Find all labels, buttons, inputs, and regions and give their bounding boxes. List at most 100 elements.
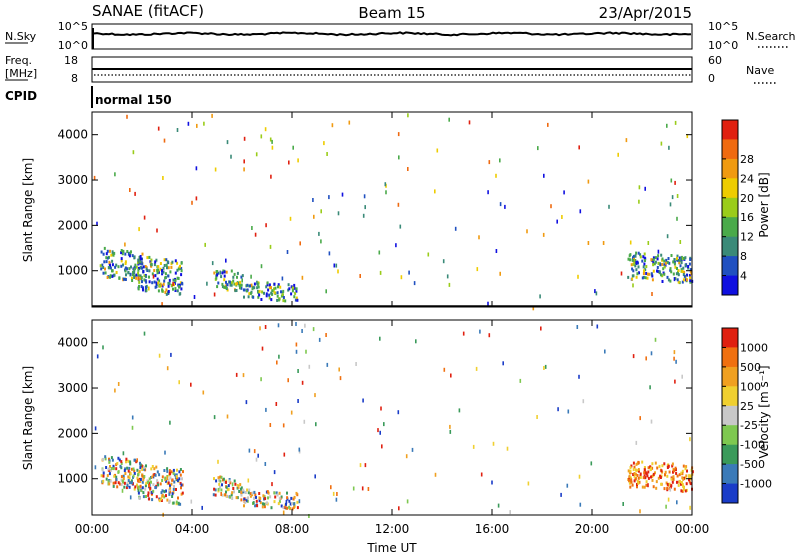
scatter-point: [661, 274, 664, 278]
scatter-point: [661, 257, 664, 261]
scatter-point: [148, 484, 150, 488]
scatter-point: [236, 271, 239, 275]
scatter-point: [268, 296, 271, 300]
scatter-point: [178, 477, 181, 481]
scatter-point: [656, 257, 659, 261]
scatter-point: [241, 274, 244, 278]
scatter-point: [397, 410, 400, 415]
scatter-point: [145, 287, 148, 291]
scatter-point: [142, 491, 145, 495]
scatter-point: [226, 140, 229, 145]
scatter-point: [651, 274, 654, 278]
power-panel: 1000 2000 3000 4000 Slant Range [km] 4 8 12 16…: [21, 111, 771, 311]
x-tick-label: 08:00: [275, 522, 310, 536]
scatter-point: [652, 485, 655, 489]
scatter-point: [654, 471, 656, 475]
scatter-point: [332, 491, 335, 496]
scatter-point: [223, 285, 225, 289]
scatter-point: [280, 504, 283, 508]
scatter-point: [121, 479, 124, 483]
scatter-point: [109, 249, 111, 253]
scatter-point: [137, 478, 139, 482]
scatter-point: [117, 382, 120, 386]
scatter-point: [663, 265, 666, 269]
scatter-point: [627, 257, 630, 261]
scatter-point: [133, 274, 136, 278]
colorbar-segment: [722, 139, 738, 160]
scatter-point: [153, 269, 156, 272]
scatter-point: [156, 481, 159, 485]
nave-tick-high: 60: [708, 54, 722, 67]
scatter-point: [151, 281, 154, 285]
scatter-point: [632, 473, 635, 476]
scatter-point: [124, 472, 127, 475]
scatter-point: [158, 473, 161, 477]
scatter-point: [689, 482, 692, 486]
scatter-point: [652, 256, 655, 260]
scatter-point: [259, 326, 261, 331]
scatter-point: [328, 195, 330, 200]
scatter-point: [643, 256, 646, 260]
scatter-point: [129, 188, 131, 192]
scatter-point: [251, 491, 254, 495]
scatter-point: [127, 459, 130, 463]
scatter-point: [628, 475, 631, 478]
scatter-point: [265, 223, 267, 228]
scatter-point: [634, 264, 637, 268]
scatter-point: [139, 274, 142, 278]
scatter-point: [355, 362, 357, 366]
scatter-point: [150, 476, 152, 479]
scatter-point: [663, 263, 666, 267]
scatter-point: [631, 267, 634, 271]
scatter-point: [684, 278, 687, 282]
scatter-point: [213, 292, 216, 297]
beam-title: Beam 15: [358, 4, 425, 22]
scatter-point: [656, 466, 659, 470]
scatter-point: [135, 273, 138, 277]
scatter-point: [160, 497, 163, 501]
scatter-point: [495, 173, 497, 178]
scatter-point: [158, 499, 161, 503]
scatter-point: [687, 266, 690, 270]
scatter-point: [642, 255, 645, 259]
scatter-point: [161, 271, 164, 274]
scatter-point: [670, 178, 673, 183]
scatter-point: [295, 287, 298, 291]
scatter-point: [676, 216, 678, 221]
scatter-point: [161, 269, 163, 272]
scatter-point: [120, 475, 123, 479]
scatter-point: [312, 198, 314, 202]
scatter-point: [266, 501, 268, 505]
scatter-point: [654, 337, 657, 342]
scatter-point: [684, 467, 687, 471]
scatter-point: [242, 488, 245, 492]
scatter-point: [670, 254, 673, 257]
scatter-point: [680, 482, 682, 486]
scatter-point: [229, 280, 231, 284]
scatter-point: [233, 479, 236, 483]
scatter-point: [249, 492, 252, 496]
scatter-point: [649, 465, 652, 469]
scatter-point: [115, 463, 118, 467]
scatter-point: [141, 262, 144, 266]
scatter-point: [105, 477, 108, 481]
scatter-point: [102, 457, 104, 461]
scatter-point: [158, 353, 161, 358]
scatter-point: [361, 486, 364, 491]
scatter-point: [527, 481, 530, 486]
scatter-point: [257, 453, 259, 458]
scatter-point: [689, 279, 692, 282]
scatter-point: [651, 474, 654, 478]
scatter-point: [228, 479, 231, 483]
scatter-point: [179, 481, 182, 485]
scatter-point: [163, 258, 166, 262]
scatter-point: [656, 266, 659, 269]
scatter-point: [258, 499, 261, 503]
scatter-point: [120, 462, 123, 465]
colorbar-frame: [721, 327, 739, 504]
scatter-point: [678, 261, 681, 265]
scatter-point: [582, 399, 585, 404]
scatter-point: [532, 306, 535, 311]
x-tick-label: 00:00: [75, 522, 110, 536]
scatter-point: [301, 329, 303, 333]
